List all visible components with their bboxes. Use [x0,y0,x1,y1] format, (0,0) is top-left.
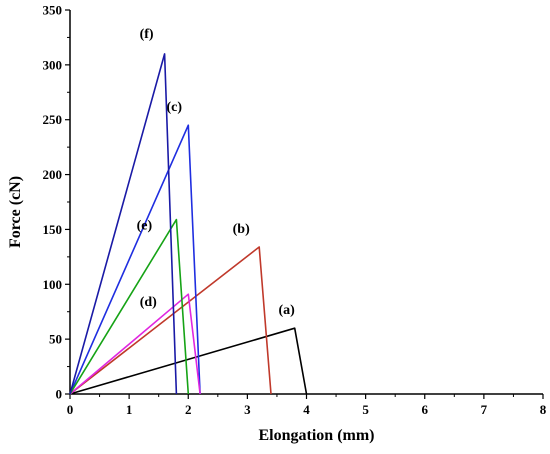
x-ticks: 0 1 2 3 4 5 6 7 8 [67,394,547,417]
y-tick-label: 300 [43,57,63,72]
series-label-b: (b) [233,222,250,237]
y-tick-label: 50 [49,332,62,347]
y-tick-label: 0 [56,387,63,402]
x-tick-label: 4 [303,402,310,417]
series-labels: (a) (b) (c) (d) (e) (f) [137,27,296,318]
x-axis-title: Elongation (mm) [259,427,375,444]
y-tick-label: 100 [43,277,63,292]
series-line-a [69,327,308,395]
series-label-e: (e) [137,219,153,234]
x-tick-label: 7 [481,402,488,417]
y-tick-label: 350 [43,3,63,18]
series-label-d: (d) [140,295,157,310]
y-axis-title: Force (cN) [7,176,24,248]
x-tick-label: 5 [362,402,369,417]
series-line-d [69,293,201,395]
y-ticks: 0 50 100 150 200 250 300 350 [43,3,70,402]
axes [69,10,543,395]
x-tick-label: 3 [244,402,251,417]
x-tick-label: 8 [540,402,547,417]
series-line-c [69,124,201,395]
series-label-c: (c) [166,100,182,115]
x-tick-label: 6 [422,402,429,417]
y-tick-label: 250 [43,112,63,127]
x-tick-label: 0 [67,402,74,417]
series-line-e [69,218,190,395]
series-label-a: (a) [279,303,296,318]
series-label-f: (f) [140,27,154,42]
x-tick-label: 2 [185,402,192,417]
series-line-f [69,53,178,395]
series-group [69,53,308,395]
y-tick-label: 200 [43,167,63,182]
series-line-b [69,246,272,395]
y-tick-label: 150 [43,222,63,237]
x-tick-label: 1 [126,402,133,417]
